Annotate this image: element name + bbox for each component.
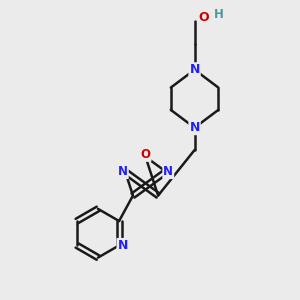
- Text: N: N: [118, 239, 128, 252]
- Text: N: N: [189, 121, 200, 134]
- Text: N: N: [163, 165, 173, 178]
- Text: N: N: [118, 165, 128, 178]
- Text: N: N: [189, 63, 200, 76]
- Text: O: O: [199, 11, 209, 24]
- Text: H: H: [214, 8, 224, 21]
- Text: O: O: [140, 148, 151, 161]
